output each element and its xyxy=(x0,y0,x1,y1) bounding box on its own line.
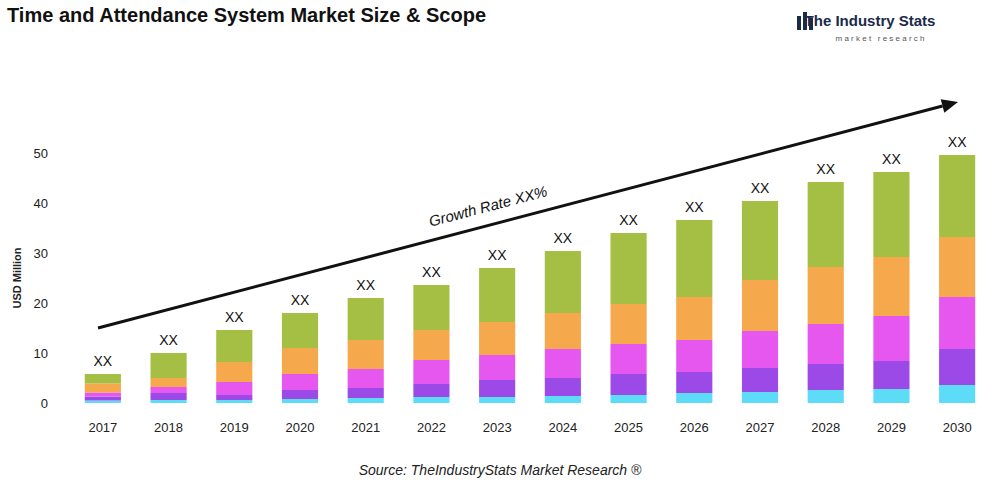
svg-text:Source: TheIndustryStats Marke: Source: TheIndustryStats Market Research… xyxy=(359,462,642,478)
svg-text:XX: XX xyxy=(685,199,704,215)
svg-text:XX: XX xyxy=(882,151,901,167)
svg-text:30: 30 xyxy=(34,246,48,261)
svg-text:XX: XX xyxy=(159,332,178,348)
svg-text:XX: XX xyxy=(94,353,113,369)
svg-text:2028: 2028 xyxy=(811,420,840,435)
svg-text:USD Million: USD Million xyxy=(11,247,23,308)
svg-text:40: 40 xyxy=(34,196,48,211)
svg-text:XX: XX xyxy=(356,277,375,293)
svg-text:10: 10 xyxy=(34,346,48,361)
svg-text:2029: 2029 xyxy=(877,420,906,435)
svg-text:XX: XX xyxy=(422,264,441,280)
svg-text:m a r k e t r e s e a r c h: m a r k e t r e s e a r c h xyxy=(836,34,925,43)
svg-text:2019: 2019 xyxy=(220,420,249,435)
svg-text:XX: XX xyxy=(816,161,835,177)
svg-text:2026: 2026 xyxy=(680,420,709,435)
svg-text:XX: XX xyxy=(488,247,507,263)
svg-text:XX: XX xyxy=(554,230,573,246)
svg-text:2027: 2027 xyxy=(746,420,775,435)
svg-text:2020: 2020 xyxy=(286,420,315,435)
svg-text:XX: XX xyxy=(291,292,310,308)
svg-text:2018: 2018 xyxy=(154,420,183,435)
svg-text:2021: 2021 xyxy=(351,420,380,435)
svg-text:2024: 2024 xyxy=(548,420,577,435)
svg-text:XX: XX xyxy=(225,309,244,325)
svg-text:XX: XX xyxy=(948,134,967,150)
svg-text:2023: 2023 xyxy=(483,420,512,435)
svg-text:Growth Rate XX%: Growth Rate XX% xyxy=(427,182,549,229)
svg-text:50: 50 xyxy=(34,146,48,161)
svg-text:0: 0 xyxy=(41,396,48,411)
svg-text:2022: 2022 xyxy=(417,420,446,435)
svg-text:2030: 2030 xyxy=(943,420,972,435)
svg-text:2025: 2025 xyxy=(614,420,643,435)
svg-text:XX: XX xyxy=(619,212,638,228)
svg-text:The Industry Stats: The Industry Stats xyxy=(805,12,936,29)
svg-text:Time and Attendance System Mar: Time and Attendance System Market Size &… xyxy=(7,4,486,26)
svg-text:XX: XX xyxy=(751,180,770,196)
svg-text:2017: 2017 xyxy=(88,420,117,435)
svg-text:20: 20 xyxy=(34,296,48,311)
